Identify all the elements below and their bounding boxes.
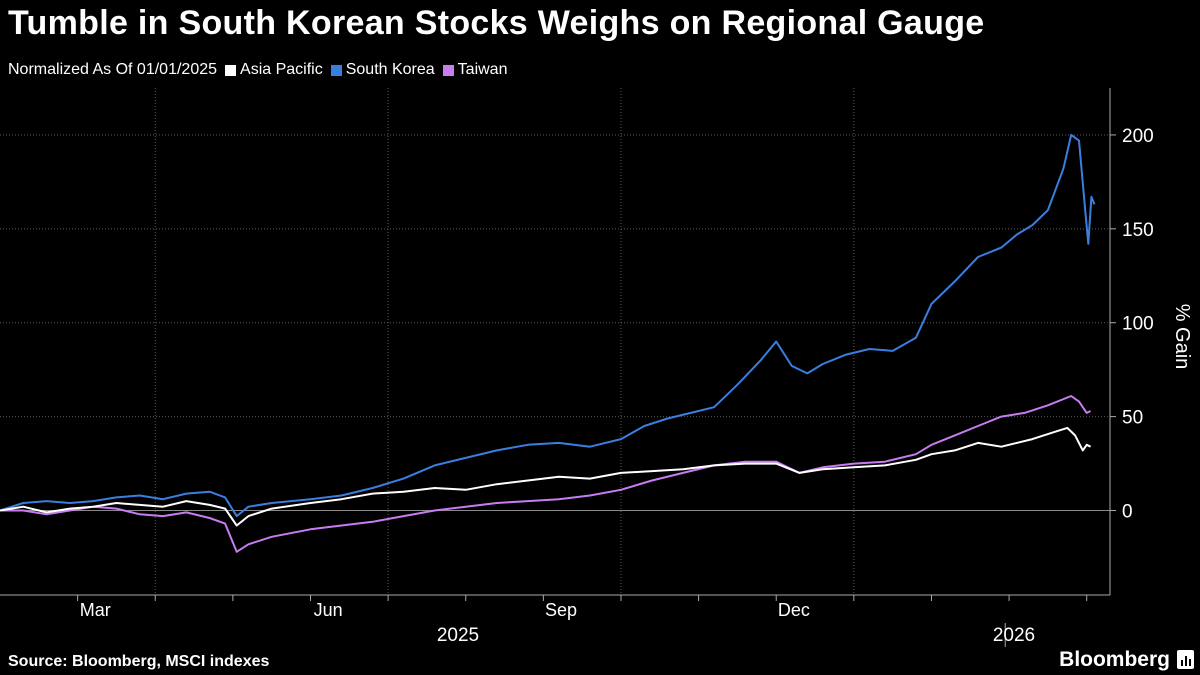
chart-title: Tumble in South Korean Stocks Weighs on … (8, 4, 985, 42)
brand-logo: Bloomberg (1059, 648, 1170, 671)
year-label-2025: 2025 (437, 625, 479, 646)
x-tick-label-jun: Jun (314, 600, 343, 620)
legend-label-asia-pacific: Asia Pacific (240, 61, 323, 78)
y-tick-label-200: 200 (1122, 126, 1154, 147)
legend-label-south-korea: South Korea (345, 61, 435, 78)
series-line-south-korea (0, 133, 1096, 518)
legend-item-taiwan: Taiwan (442, 61, 508, 79)
year-label-2026: 2026 (993, 625, 1035, 646)
series-line-taiwan (0, 395, 1092, 553)
legend-item-asia-pacific: Asia Pacific (225, 61, 323, 79)
x-tick-label-sep: Sep (545, 600, 577, 620)
source-note: Source: Bloomberg, MSCI indexes (8, 653, 270, 670)
x-tick-label-mar: Mar (80, 600, 111, 620)
x-tick-label-dec: Dec (778, 600, 810, 620)
bloomberg-chart-icon (1177, 650, 1194, 669)
legend-swatch-asia-pacific (225, 64, 237, 76)
y-tick-label-100: 100 (1122, 314, 1154, 335)
y-tick-label-50: 50 (1122, 408, 1143, 429)
legend-label-taiwan: Taiwan (457, 61, 508, 78)
legend: Normalized As Of 01/01/2025 Asia Pacific… (8, 61, 515, 79)
y-axis-label: % Gain (1171, 304, 1193, 370)
legend-item-south-korea: South Korea (330, 61, 435, 79)
legend-swatch-south-korea (330, 64, 342, 76)
chart-subtitle: Normalized As Of 01/01/2025 (8, 61, 218, 78)
legend-swatch-taiwan (442, 64, 454, 76)
y-tick-label-150: 150 (1122, 220, 1154, 241)
series-line-asia-pacific (0, 426, 1092, 527)
y-tick-label-0: 0 (1122, 502, 1133, 523)
